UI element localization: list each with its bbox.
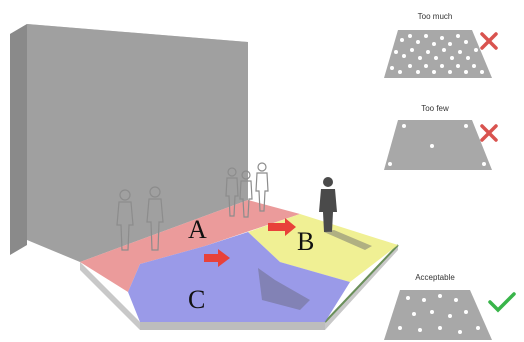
arrow-a-to-b xyxy=(268,218,296,236)
person-shadow xyxy=(324,230,372,250)
cross-icon xyxy=(480,32,498,50)
sample-too-few xyxy=(384,120,492,170)
people-group xyxy=(116,162,269,251)
person-figure xyxy=(225,167,239,217)
person-figure xyxy=(239,170,253,218)
panel-label-too-few: Too few xyxy=(421,104,449,113)
zone-a xyxy=(80,200,300,292)
person-shadow xyxy=(258,268,310,310)
zone-a-label: A xyxy=(188,215,207,244)
panel-label-too-much: Too much xyxy=(417,12,453,21)
sample-too-much xyxy=(384,30,492,78)
zone-c xyxy=(128,232,350,322)
flow-arrows xyxy=(204,218,296,267)
person-figure xyxy=(146,186,164,251)
zone-b-label: B xyxy=(297,227,314,256)
person-figure xyxy=(255,162,269,212)
sample-acceptable xyxy=(384,290,492,340)
person-solid xyxy=(319,177,337,232)
wall-side xyxy=(10,24,27,255)
person-figure xyxy=(116,189,134,251)
check-icon xyxy=(488,292,516,313)
wall-front xyxy=(27,24,248,262)
arrow-a-to-c xyxy=(204,249,230,267)
floor-edge-line xyxy=(324,244,399,323)
cross-icon xyxy=(480,124,498,142)
zone-c-label: C xyxy=(188,285,205,314)
panel-label-acceptable: Acceptable xyxy=(415,273,455,282)
floor-base-edge xyxy=(140,322,325,330)
